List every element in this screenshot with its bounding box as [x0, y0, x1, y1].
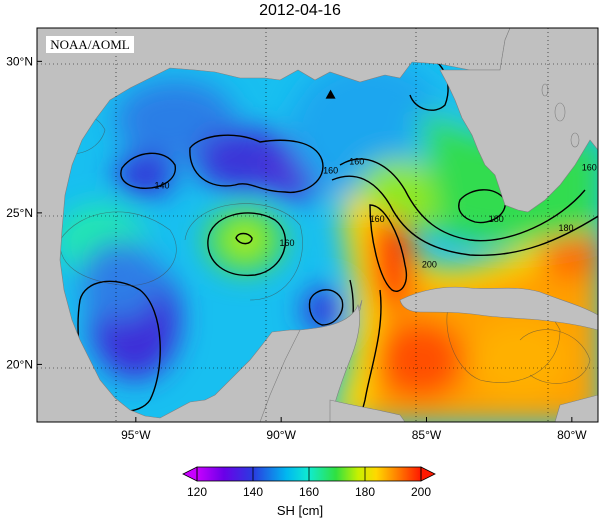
colorbar-max-arrow	[420, 466, 436, 482]
lon-tick-label: 90°W	[266, 428, 296, 442]
logo-box	[46, 36, 134, 53]
colorbar-min-arrow	[182, 466, 198, 482]
contour-label-group: 140 160 160 160 160 200 180 180 160	[154, 156, 596, 269]
station-marker-triangle-icon	[325, 89, 336, 99]
colorbar-tick-label: 140	[243, 485, 263, 499]
noaa-aoml-logo: NOAA/AOML	[50, 37, 130, 52]
lat-tick-label: 30°N	[6, 54, 33, 68]
contour-label: 140	[154, 181, 169, 191]
contour-label: 200	[422, 259, 437, 269]
contour-label: 180	[559, 223, 574, 233]
longitude-axis: 95°W 90°W 85°W 80°W	[121, 417, 587, 442]
map-title: 2012-04-16	[259, 2, 341, 19]
map-area: 140 160 160 160 160 200 180 180 160	[37, 28, 598, 422]
map-frame	[36, 27, 599, 423]
colorbar-ticks: 120 140 160 180 200	[187, 467, 431, 499]
lon-tick-label: 80°W	[557, 428, 587, 442]
colorbar-tick-label: 160	[299, 485, 319, 499]
lon-tick-label: 85°W	[412, 428, 442, 442]
contour-label: 160	[349, 156, 364, 166]
colorbar-tick-label: 200	[411, 485, 431, 499]
contour-label: 180	[489, 214, 504, 224]
contour-label: 160	[279, 238, 294, 248]
latitude-axis: 20°N 25°N 30°N	[6, 54, 42, 371]
colorbar: 120 140 160 180 200	[182, 466, 436, 499]
colorbar-label: SH [cm]	[276, 503, 324, 518]
contour-label: 160	[323, 165, 338, 175]
colorbar-tick-label: 180	[355, 485, 375, 499]
contour-label: 160	[582, 162, 597, 172]
contour-label: 160	[370, 214, 385, 224]
land-masses	[37, 28, 598, 422]
lat-tick-label: 25°N	[6, 206, 33, 220]
colorbar-tick-label: 120	[187, 485, 207, 499]
lon-tick-label: 95°W	[121, 428, 151, 442]
lat-tick-label: 20°N	[6, 357, 33, 371]
grid-lines	[37, 28, 598, 422]
contour-lines	[77, 28, 598, 422]
